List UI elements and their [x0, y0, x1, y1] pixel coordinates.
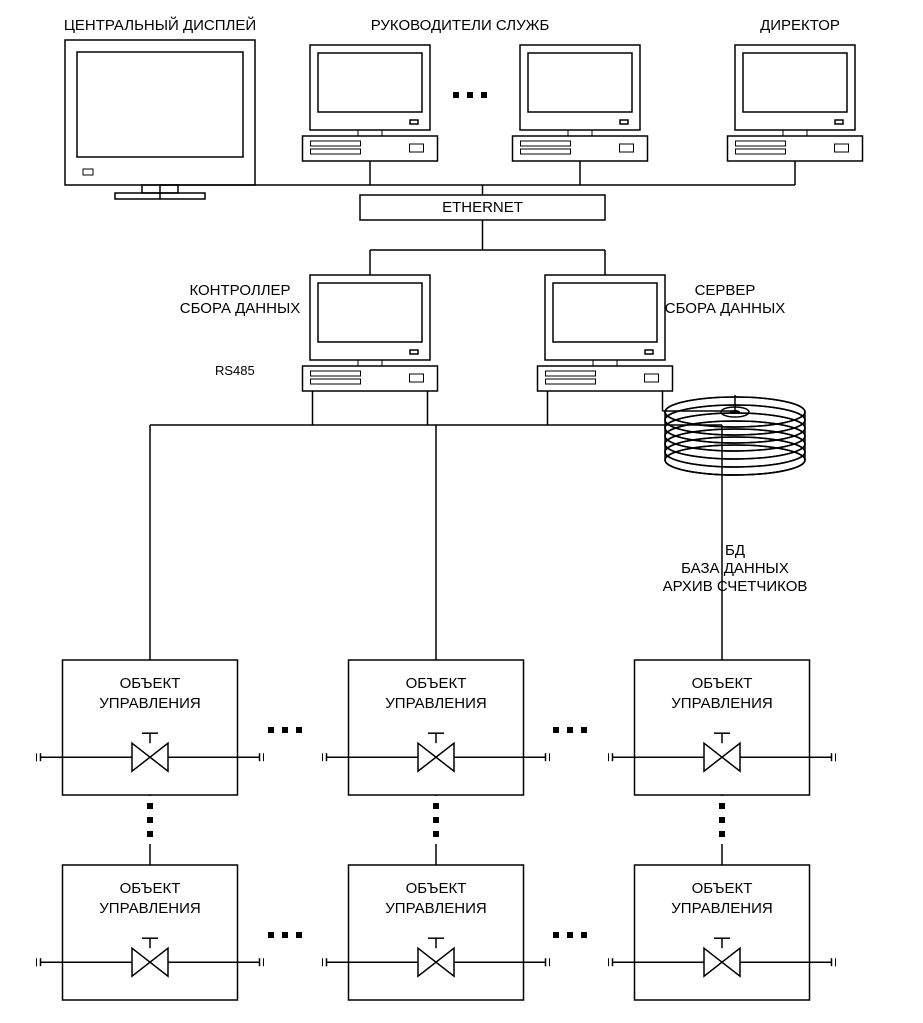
svg-text:УПРАВЛЕНИЯ: УПРАВЛЕНИЯ	[385, 900, 486, 917]
svg-text:БД: БД	[725, 542, 745, 559]
svg-text:СЕРВЕР: СЕРВЕР	[695, 282, 756, 299]
svg-text:БАЗА ДАННЫХ: БАЗА ДАННЫХ	[681, 560, 789, 577]
svg-text:УПРАВЛЕНИЯ: УПРАВЛЕНИЯ	[671, 695, 772, 712]
svg-text:ЦЕНТРАЛЬНЫЙ ДИСПЛЕЙ: ЦЕНТРАЛЬНЫЙ ДИСПЛЕЙ	[64, 16, 256, 34]
svg-text:СБОРА ДАННЫХ: СБОРА ДАННЫХ	[180, 300, 300, 317]
svg-text:ОБЪЕКТ: ОБЪЕКТ	[120, 675, 181, 692]
svg-text:ОБЪЕКТ: ОБЪЕКТ	[692, 880, 753, 897]
svg-text:ОБЪЕКТ: ОБЪЕКТ	[692, 675, 753, 692]
svg-text:ETHERNET: ETHERNET	[442, 199, 523, 216]
svg-text:ОБЪЕКТ: ОБЪЕКТ	[120, 880, 181, 897]
svg-text:УПРАВЛЕНИЯ: УПРАВЛЕНИЯ	[99, 695, 200, 712]
svg-text:КОНТРОЛЛЕР: КОНТРОЛЛЕР	[189, 282, 290, 299]
svg-text:РУКОВОДИТЕЛИ СЛУЖБ: РУКОВОДИТЕЛИ СЛУЖБ	[371, 17, 550, 34]
svg-text:СБОРА ДАННЫХ: СБОРА ДАННЫХ	[665, 300, 785, 317]
svg-text:УПРАВЛЕНИЯ: УПРАВЛЕНИЯ	[99, 900, 200, 917]
svg-text:АРХИВ СЧЕТЧИКОВ: АРХИВ СЧЕТЧИКОВ	[663, 578, 808, 595]
svg-text:ОБЪЕКТ: ОБЪЕКТ	[406, 880, 467, 897]
svg-text:RS485: RS485	[215, 363, 255, 378]
svg-text:ДИРЕКТОР: ДИРЕКТОР	[760, 17, 840, 34]
svg-text:УПРАВЛЕНИЯ: УПРАВЛЕНИЯ	[385, 695, 486, 712]
svg-text:ОБЪЕКТ: ОБЪЕКТ	[406, 675, 467, 692]
svg-text:УПРАВЛЕНИЯ: УПРАВЛЕНИЯ	[671, 900, 772, 917]
